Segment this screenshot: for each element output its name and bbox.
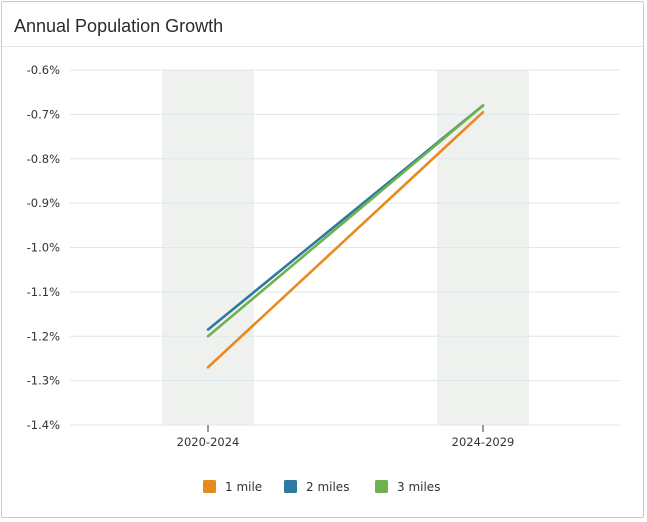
y-tick-label: -1.0% — [27, 241, 60, 255]
y-tick-label: -1.2% — [27, 329, 60, 343]
y-tick-label: -1.3% — [27, 374, 60, 388]
series-line-3-miles — [206, 104, 485, 338]
legend-swatch — [375, 480, 388, 493]
legend-label: 2 miles — [306, 480, 349, 494]
chart-title: Annual Population Growth — [14, 16, 224, 36]
y-tick-label: -1.4% — [27, 418, 60, 432]
x-tick-label: 2020-2024 — [177, 435, 240, 449]
series-line-1-mile — [206, 110, 485, 369]
y-tick-label: -0.6% — [27, 63, 60, 77]
legend-label: 3 miles — [397, 480, 440, 494]
legend-swatch — [284, 480, 297, 493]
card-header: Annual Population Growth — [2, 2, 643, 47]
legend-swatch — [203, 480, 216, 493]
y-tick-label: -0.7% — [27, 107, 60, 121]
legend-label: 1 mile — [225, 480, 262, 494]
y-tick-label: -1.1% — [27, 285, 60, 299]
y-tick-label: -0.8% — [27, 152, 60, 166]
y-tick-label: -0.9% — [27, 196, 60, 210]
x-tick-label: 2024-2029 — [452, 435, 515, 449]
